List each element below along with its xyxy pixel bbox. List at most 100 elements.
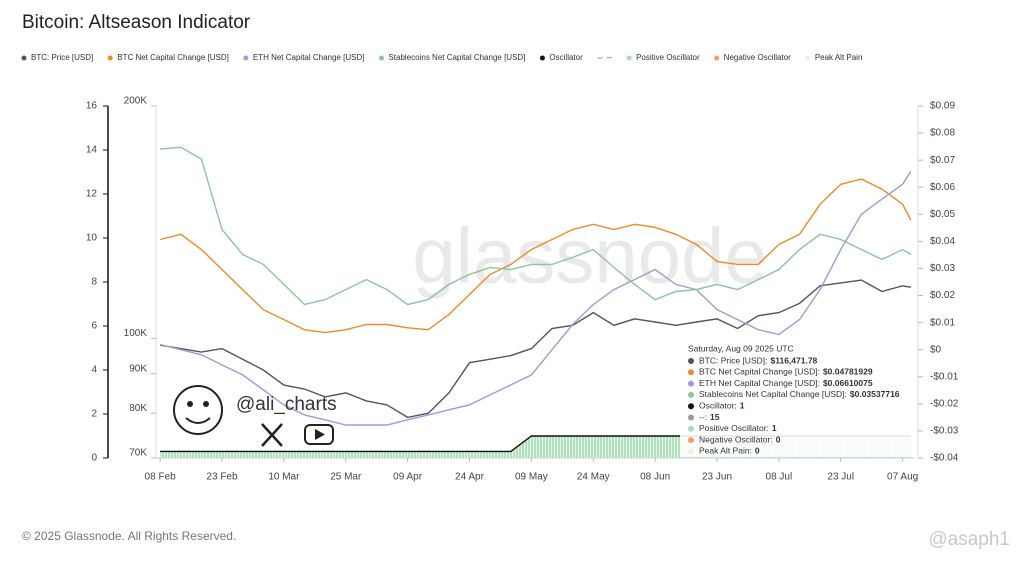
legend-label: -- [607,53,613,62]
y-tick-label: 2 [91,409,97,420]
tooltip-value: $0.06610075 [823,378,873,388]
legend: BTC: Price [USD] BTC Net Capital Change [… [21,53,863,62]
tooltip-value: 15 [710,412,720,422]
legend-label: ETH Net Capital Change [USD] [253,53,365,62]
tooltip-marker [688,358,694,364]
tooltip-label: BTC Net Capital Change [USD]: [699,367,820,377]
tooltip-marker [688,437,694,444]
x-tick-label: 24 May [577,472,610,483]
y2-tick-label: -$0.04 [930,453,959,464]
tooltip-marker [688,380,694,387]
credit: @asaph1 [928,529,1010,550]
x-tick-label: 23 Jul [827,472,854,483]
legend-label: Oscillator [549,53,583,62]
legend-marker [805,55,811,61]
footer: © 2025 Glassnode. All Rights Reserved. [22,529,236,543]
tooltip-label: BTC: Price [USD]: [699,355,767,365]
author: @ali_charts [236,394,337,415]
tooltip-label: Positive Oscillator: [699,423,769,433]
x-tick-label: 23 Feb [206,472,238,483]
y-tick-label: 12 [86,189,98,200]
price-tick-label: 90K [129,363,147,374]
tooltip: Saturday, Aug 09 2025 UTC BTC: Price [USD… [680,341,916,457]
tooltip-value: 0 [776,434,781,444]
y2-tick-label: -$0.01 [930,371,959,382]
legend-label: Positive Oscillator [636,53,700,62]
y-tick-label: 4 [91,365,97,376]
y-tick-label: 8 [91,277,97,288]
x-tick-label: 10 Mar [268,472,300,483]
tooltip-marker [688,414,694,421]
tooltip-label: --: [699,412,707,422]
y2-tick-label: $0.02 [930,290,955,301]
price-tick-label: 80K [129,403,147,414]
x-tick-label: 08 Jun [640,472,670,483]
y2-tick-label: $0.07 [930,155,955,166]
legend-label: Peak Alt Pain [815,53,863,62]
price-tick-label: 200K [124,96,148,107]
tooltip-value: $0.04781929 [823,367,873,377]
tooltip-label: Oscillator: [699,400,737,410]
tooltip-value: 1 [740,400,745,410]
x-tick-label: 08 Feb [145,472,177,483]
x-tick-label: 24 Apr [455,472,485,483]
tooltip-date: Saturday, Aug 09 2025 UTC [688,343,794,353]
tooltip-marker [688,391,694,398]
legend-marker [539,55,545,61]
x-tick-label: 09 Apr [393,472,423,483]
x-tick-label: 07 Aug [887,472,918,483]
legend-label: BTC Net Capital Change [USD] [117,53,229,62]
y-tick-label: 14 [86,145,98,156]
tooltip-label: ETH Net Capital Change [USD]: [699,378,820,388]
price-tick-label: 100K [124,328,148,339]
y2-tick-label: $0.01 [930,317,955,328]
y2-tick-label: $0.03 [930,263,955,274]
tooltip-marker [688,448,694,455]
tooltip-label: Stablecoins Net Capital Change [USD]: [699,389,847,399]
y2-tick-label: $0.08 [930,128,955,139]
y2-tick-label: $0.04 [930,236,955,247]
y2-tick-label: $0.09 [930,101,955,112]
chart-title: Bitcoin: Altseason Indicator [22,12,251,33]
y2-tick-label: -$0.02 [930,398,959,409]
price-tick-label: 70K [129,448,147,459]
legend-marker [626,55,632,61]
x-tick-label: 09 May [515,472,548,483]
tooltip-marker [688,369,694,376]
tooltip-marker [688,425,694,432]
y2-tick-label: -$0.03 [930,426,959,437]
legend-marker [21,55,27,61]
watermark: glassnode [412,212,768,300]
tooltip-value: $0.03537716 [850,389,900,399]
line [159,178,912,334]
tooltip-value: $116,471.78 [770,355,817,365]
tooltip-value: 0 [755,446,760,456]
y2-tick-label: $0.05 [930,209,955,220]
legend-marker [378,55,384,61]
legend-label: Stablecoins Net Capital Change [USD] [388,53,525,62]
tooltip-box [680,341,916,457]
legend-label: Negative Oscillator [724,53,791,62]
x-tick-label: 23 Jun [702,472,732,483]
y2-tick-label: $0 [930,344,942,355]
legend-label: BTC: Price [USD] [31,53,93,62]
tooltip-value: 1 [772,423,777,433]
tooltip-label: Peak Alt Pain: [699,446,752,456]
y2-tick-label: $0.06 [930,182,955,193]
y-tick-label: 6 [91,321,97,332]
tooltip-marker [688,403,694,410]
y-tick-label: 16 [86,101,98,112]
y-tick-label: 10 [86,233,98,244]
tooltip-label: Negative Oscillator: [699,434,773,444]
x-tick-label: 08 Jul [766,472,793,483]
y-tick-label: 0 [91,453,97,464]
legend-marker [714,55,720,61]
x-tick-label: 25 Mar [330,472,362,483]
line [159,279,912,419]
legend-marker [243,55,249,61]
line [159,170,912,426]
legend-marker [107,55,113,61]
author-badge: @ali_charts [173,385,337,447]
